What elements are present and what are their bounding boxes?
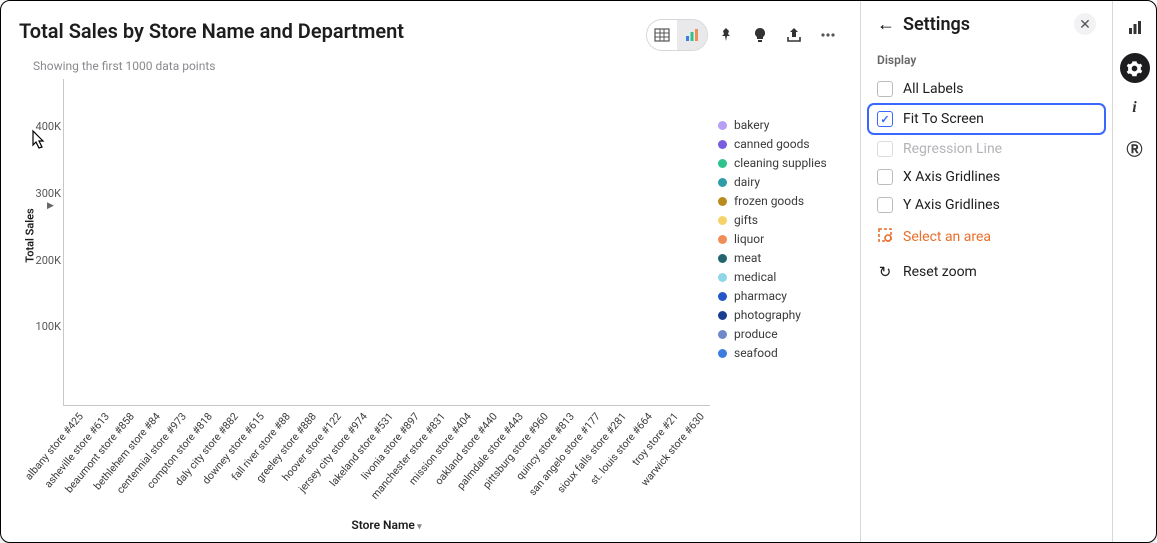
legend-label: cleaning supplies xyxy=(734,156,827,170)
bulb-icon xyxy=(752,27,768,43)
panel-title: Settings xyxy=(903,14,1066,35)
legend-item[interactable]: meat xyxy=(718,251,842,265)
legend-item[interactable]: frozen goods xyxy=(718,194,842,208)
option-label: X Axis Gridlines xyxy=(903,169,1000,185)
reset-zoom-action[interactable]: ↻ Reset zoom xyxy=(877,255,1096,289)
legend-item[interactable]: gifts xyxy=(718,213,842,227)
checkbox xyxy=(877,197,893,213)
legend-swatch xyxy=(718,349,727,358)
legend-label: liquor xyxy=(734,232,764,246)
legend-item[interactable]: liquor xyxy=(718,232,842,246)
legend-swatch xyxy=(718,292,727,301)
x-axis: albany store #425asheville store #613bea… xyxy=(63,410,710,510)
legend-item[interactable]: canned goods xyxy=(718,137,842,151)
legend-item[interactable]: medical xyxy=(718,270,842,284)
legend-label: frozen goods xyxy=(734,194,804,208)
option-x-gridlines[interactable]: X Axis Gridlines xyxy=(877,163,1096,191)
legend-item[interactable]: pharmacy xyxy=(718,289,842,303)
panel-close-button[interactable]: ✕ xyxy=(1074,13,1096,35)
select-area-icon xyxy=(877,227,893,247)
legend-label: gifts xyxy=(734,213,758,227)
legend-label: photography xyxy=(734,308,801,322)
share-button[interactable] xyxy=(778,19,810,51)
legend-label: medical xyxy=(734,270,776,284)
select-area-label: Select an area xyxy=(903,229,991,245)
view-chart-button[interactable] xyxy=(677,20,707,50)
bar-chart-icon xyxy=(1127,20,1143,36)
y-tick: 100K xyxy=(21,320,61,333)
legend-label: produce xyxy=(734,327,778,341)
r-icon: Ⓡ xyxy=(1126,136,1142,160)
panel-group-title: Display xyxy=(877,53,1096,67)
legend-item[interactable]: photography xyxy=(718,308,842,322)
settings-panel: ← Settings ✕ Display All Labels Fit To Sc… xyxy=(860,1,1112,542)
x-axis-title[interactable]: Store Name xyxy=(63,518,710,532)
rail-settings-button[interactable] xyxy=(1120,53,1150,83)
option-label: Fit To Screen xyxy=(903,111,984,127)
more-button[interactable] xyxy=(812,19,844,51)
right-rail: i Ⓡ xyxy=(1112,1,1156,542)
legend-item[interactable]: dairy xyxy=(718,175,842,189)
legend-swatch xyxy=(718,121,727,130)
select-area-action[interactable]: Select an area xyxy=(877,219,1096,255)
legend-swatch xyxy=(718,159,727,168)
view-toggle xyxy=(646,19,708,51)
legend-swatch xyxy=(718,311,727,320)
legend-swatch xyxy=(718,197,727,206)
pin-icon xyxy=(718,27,734,43)
legend-item[interactable]: produce xyxy=(718,327,842,341)
legend-swatch xyxy=(718,178,727,187)
chart-legend: bakery canned goods cleaning supplies dairy… xyxy=(710,79,850,532)
legend-item[interactable]: seafood xyxy=(718,346,842,360)
y-tick: 400K xyxy=(21,120,61,133)
rail-info-button[interactable]: i xyxy=(1120,93,1150,123)
info-icon: i xyxy=(1132,99,1136,117)
chart-toolbar xyxy=(646,19,844,51)
checkbox xyxy=(877,141,893,157)
rail-r-button[interactable]: Ⓡ xyxy=(1120,133,1150,163)
more-icon xyxy=(819,26,837,44)
insight-button[interactable] xyxy=(744,19,776,51)
page-title: Total Sales by Store Name and Department xyxy=(19,19,404,43)
checkbox xyxy=(877,81,893,97)
gear-icon xyxy=(1126,60,1143,77)
chart-subtitle: Showing the first 1000 data points xyxy=(33,59,850,73)
legend-swatch xyxy=(718,273,727,282)
legend-label: seafood xyxy=(734,346,778,360)
legend-label: bakery xyxy=(734,118,769,132)
option-label: All Labels xyxy=(903,81,963,97)
option-all-labels[interactable]: All Labels xyxy=(877,75,1096,103)
legend-item[interactable]: bakery xyxy=(718,118,842,132)
y-tick: 200K xyxy=(21,254,61,267)
option-label: Y Axis Gridlines xyxy=(903,197,1000,213)
legend-swatch xyxy=(718,330,727,339)
share-icon xyxy=(785,26,803,44)
legend-label: dairy xyxy=(734,175,760,189)
legend-swatch xyxy=(718,254,727,263)
legend-item[interactable]: cleaning supplies xyxy=(718,156,842,170)
option-fit-to-screen[interactable]: Fit To Screen xyxy=(869,105,1104,133)
pin-button[interactable] xyxy=(710,19,742,51)
legend-label: pharmacy xyxy=(734,289,787,303)
legend-label: canned goods xyxy=(734,137,810,151)
reset-zoom-icon: ↻ xyxy=(877,263,893,281)
chart-plot[interactable] xyxy=(63,79,710,406)
option-y-gridlines[interactable]: Y Axis Gridlines xyxy=(877,191,1096,219)
checkbox xyxy=(877,111,893,127)
legend-label: meat xyxy=(734,251,761,265)
option-regression-line: Regression Line xyxy=(877,135,1096,163)
legend-swatch xyxy=(718,216,727,225)
chart-icon xyxy=(684,27,700,43)
option-label: Regression Line xyxy=(903,141,1002,157)
view-table-button[interactable] xyxy=(647,20,677,50)
y-axis-expand-icon[interactable]: ▶ xyxy=(47,201,54,211)
panel-back-button[interactable]: ← xyxy=(877,14,895,35)
checkbox xyxy=(877,169,893,185)
y-tick: 300K xyxy=(21,187,61,200)
table-icon xyxy=(654,27,670,43)
reset-zoom-label: Reset zoom xyxy=(903,264,977,280)
legend-swatch xyxy=(718,235,727,244)
legend-swatch xyxy=(718,140,727,149)
rail-chart-button[interactable] xyxy=(1120,13,1150,43)
